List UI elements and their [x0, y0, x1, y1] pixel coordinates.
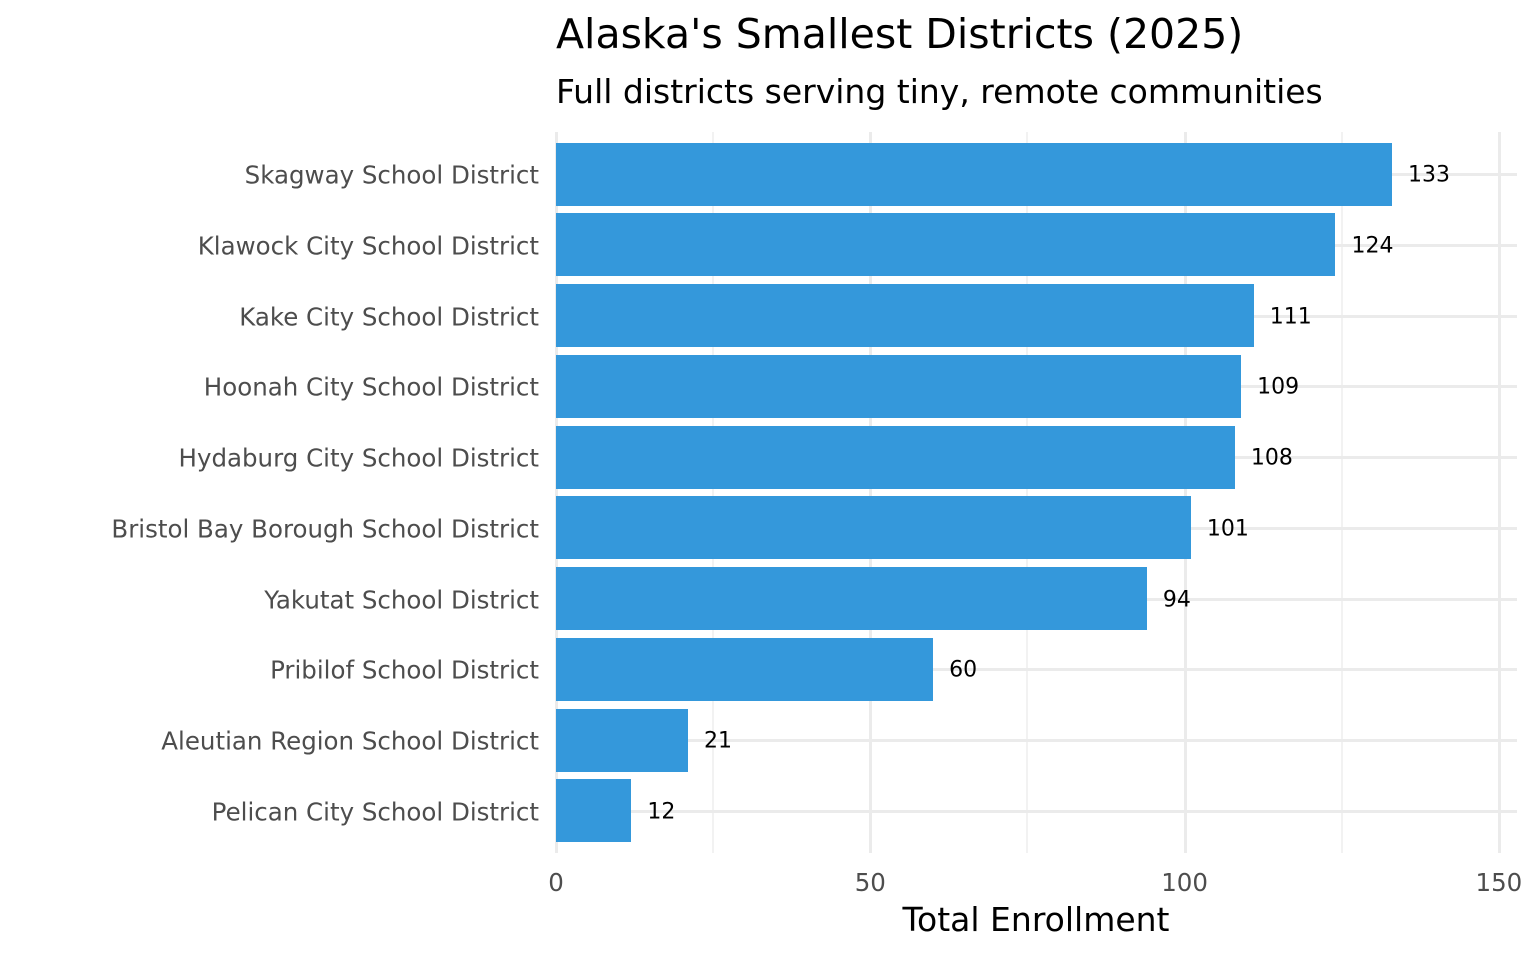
- major-gridline: [1497, 132, 1501, 853]
- bar: [556, 354, 1242, 418]
- y-category-label: Bristol Bay Borough School District: [111, 514, 539, 544]
- bar-value-label: 21: [704, 728, 732, 754]
- bar: [556, 213, 1336, 277]
- horizontal-gridline: [556, 809, 1517, 813]
- bar: [556, 708, 688, 772]
- minor-gridline: [712, 132, 715, 853]
- bar: [556, 496, 1191, 560]
- y-category-label: Hoonah City School District: [203, 372, 539, 402]
- y-category-label: Aleutian Region School District: [161, 726, 539, 756]
- chart-subtitle: Full districts serving tiny, remote comm…: [556, 72, 1323, 111]
- major-gridline: [555, 132, 558, 853]
- horizontal-gridline: [556, 739, 1517, 742]
- bar: [556, 567, 1147, 630]
- horizontal-gridline: [556, 668, 1517, 672]
- x-tick-label: 0: [548, 868, 564, 897]
- x-axis-title: Total Enrollment: [902, 900, 1170, 939]
- bar-value-label: 124: [1351, 233, 1394, 259]
- bar-value-label: 12: [647, 799, 676, 825]
- x-tick-label: 100: [1161, 868, 1208, 897]
- y-category-label: Yakutat School District: [264, 585, 539, 614]
- bar-value-label: 109: [1257, 374, 1300, 400]
- bar-value-label: 108: [1250, 445, 1293, 471]
- minor-gridline: [1340, 132, 1343, 853]
- bar: [556, 779, 632, 843]
- bar: [556, 425, 1235, 489]
- y-category-label: Hydaburg City School District: [178, 443, 539, 473]
- y-category-label: Kake City School District: [239, 302, 539, 331]
- bar-value-label: 111: [1269, 304, 1312, 329]
- major-gridline: [869, 132, 873, 853]
- bar-value-label: 94: [1162, 587, 1191, 612]
- chart-title: Alaska's Smallest Districts (2025): [556, 10, 1244, 58]
- major-gridline: [1183, 132, 1187, 853]
- y-category-label: Pelican City School District: [211, 797, 539, 827]
- minor-gridline: [1026, 132, 1029, 853]
- bar: [556, 637, 934, 701]
- x-tick-label: 150: [1475, 868, 1523, 897]
- y-category-label: Klawock City School District: [197, 231, 539, 261]
- bar: [556, 142, 1393, 206]
- bar: [556, 284, 1254, 347]
- bar-value-label: 101: [1206, 516, 1249, 542]
- bar-value-label: 60: [949, 657, 978, 683]
- y-category-label: Pribilof School District: [270, 655, 539, 685]
- y-category-label: Skagway School District: [244, 160, 539, 190]
- x-tick-label: 50: [854, 868, 886, 897]
- bar-value-label: 133: [1408, 162, 1451, 188]
